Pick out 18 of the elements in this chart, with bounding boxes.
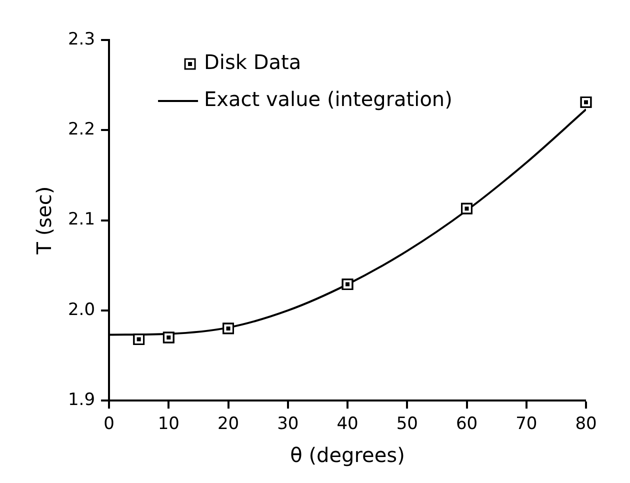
x-tick-label: 80: [575, 414, 597, 434]
y-tick-label: 1.9: [68, 390, 96, 410]
x-tick-label: 50: [396, 414, 418, 434]
y-tick-label: 2.1: [68, 210, 96, 230]
y-tick-label: 2.2: [68, 120, 96, 140]
legend-label: Exact value (integration): [204, 87, 452, 112]
x-tick-label: 60: [456, 414, 478, 434]
x-tick-label: 0: [104, 414, 114, 434]
x-tick-label: 20: [217, 414, 240, 434]
x-axis-title: θ (degrees): [290, 443, 405, 468]
x-tick-label: 40: [336, 414, 358, 434]
legend-label: Disk Data: [204, 50, 302, 74]
y-tick-label: 2.3: [68, 29, 96, 50]
x-tick-label: 10: [158, 414, 180, 434]
x-tick-label: 70: [516, 414, 538, 434]
y-axis-title: T (sec): [32, 186, 56, 256]
x-tick-label: 30: [277, 414, 299, 434]
y-tick-label: 2.0: [68, 300, 96, 320]
